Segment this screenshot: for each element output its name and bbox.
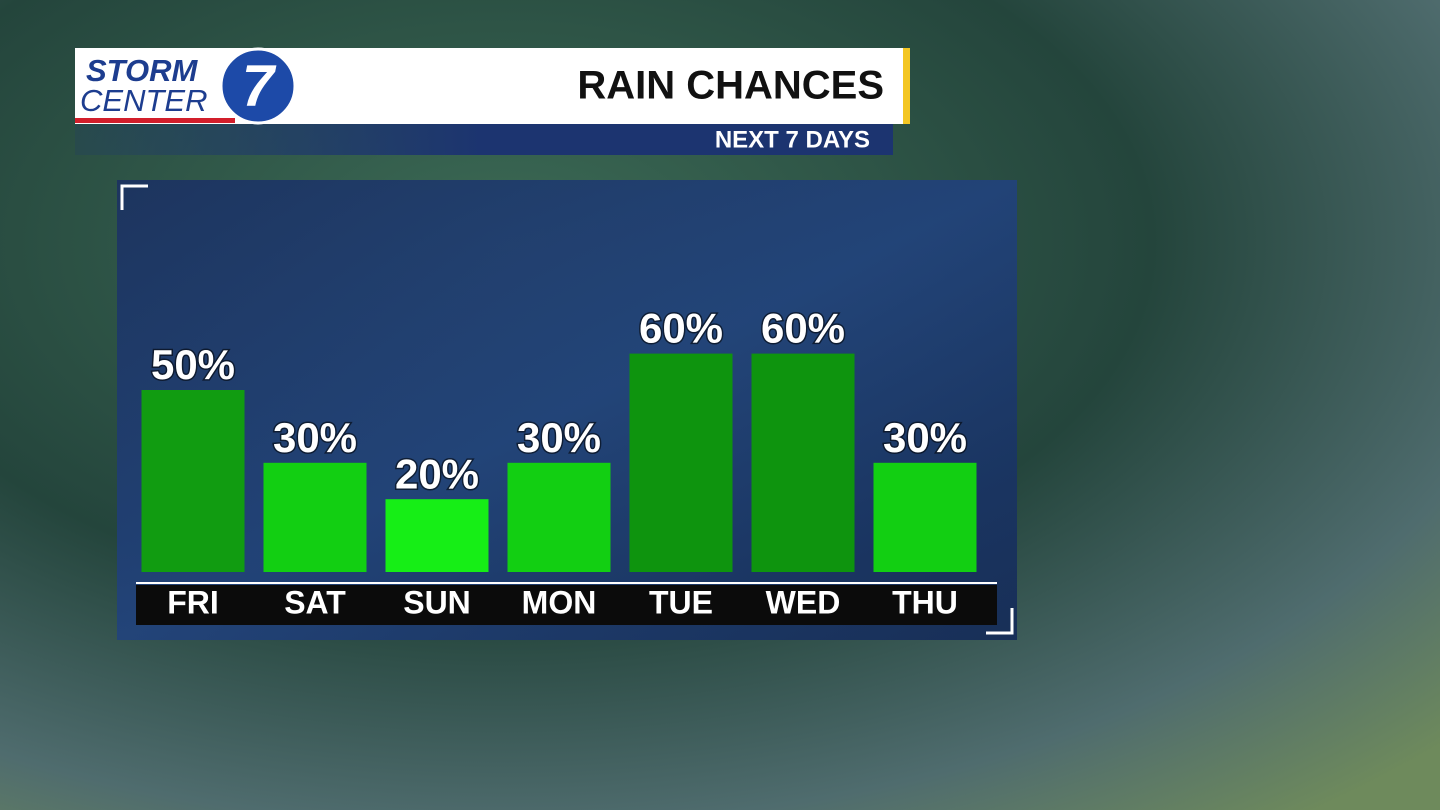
logo-stripe: [75, 118, 235, 123]
value-label: 20%: [395, 450, 479, 497]
corner-bracket: [120, 184, 148, 210]
header-bar: [75, 48, 905, 124]
subtitle-bar: [75, 124, 893, 155]
bar: [263, 462, 367, 572]
x-tick-label: THU: [892, 584, 958, 620]
x-tick-label: WED: [766, 584, 841, 620]
value-label: 50%: [151, 341, 235, 388]
value-label: 30%: [273, 414, 357, 461]
corner-bracket: [986, 608, 1014, 635]
bar: [629, 353, 733, 572]
logo-text: CENTER: [80, 83, 207, 118]
value-label: 30%: [883, 414, 967, 461]
value-label: 60%: [761, 305, 845, 352]
bar: [873, 462, 977, 572]
bar: [141, 390, 245, 572]
category-band: [136, 585, 997, 625]
logo-circle: [219, 47, 297, 125]
logo-number: 7: [242, 53, 277, 118]
bar: [385, 499, 489, 572]
chart-subtitle: NEXT 7 DAYS: [715, 126, 870, 153]
x-tick-label: FRI: [167, 584, 219, 620]
header-accent: [903, 48, 910, 124]
logo-text: STORM: [86, 53, 199, 88]
value-label: 30%: [517, 414, 601, 461]
x-tick-label: SAT: [284, 584, 346, 620]
value-label: 60%: [639, 305, 723, 352]
bar: [507, 462, 611, 572]
chart-title: RAIN CHANCES: [577, 64, 884, 108]
bar: [751, 353, 855, 572]
x-tick-label: MON: [522, 584, 597, 620]
x-tick-label: TUE: [649, 584, 713, 620]
x-tick-label: SUN: [403, 584, 471, 620]
